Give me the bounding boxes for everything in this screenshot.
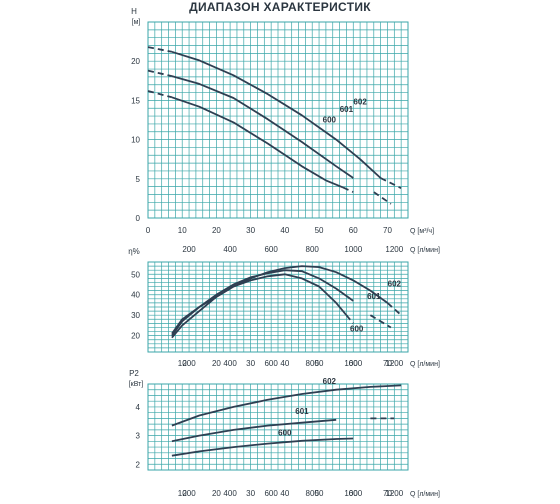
power-x-tick-label-lmin: 200 (182, 489, 196, 498)
efficiency-x-tick-label-m3h: 20 (212, 359, 221, 368)
head-curve-601-dashed-end (373, 191, 392, 205)
head-x-tick-label-lmin: 400 (223, 245, 237, 254)
head-x-axis-label-lmin: Q [л/мин] (410, 247, 440, 254)
head-x-tick-label-m3h: 60 (349, 226, 358, 235)
efficiency-plot-frame (147, 261, 409, 353)
head-curve-600 (171, 96, 344, 189)
efficiency-curve-602-dashed-end (386, 302, 402, 316)
head-series-label-600: 600 (323, 115, 337, 124)
head-x-tick-label-lmin: 1000 (344, 245, 362, 254)
efficiency-x-tick-label-lmin: 800 (306, 359, 320, 368)
head-x-tick-label-m3h: 70 (383, 226, 392, 235)
head-curve-602 (171, 50, 382, 179)
head-y-tick-label: 15 (131, 96, 140, 105)
head-x-tick-label-m3h: 20 (212, 226, 221, 235)
efficiency-y-tick-label: 30 (131, 311, 140, 320)
head-x-tick-label-lmin: 1200 (385, 245, 403, 254)
head-x-tick-label-m3h: 30 (246, 226, 255, 235)
power-x-tick-label-m3h: 50 (315, 489, 324, 498)
power-plot-frame (147, 383, 409, 471)
head-y-tick-label: 5 (136, 175, 141, 184)
head-x-tick-label-lmin: 200 (182, 245, 196, 254)
head-y-axis-unit: [м] (132, 19, 141, 26)
efficiency-series-label-602: 602 (388, 280, 402, 289)
power-x-tick-label-lmin: 1000 (344, 489, 362, 498)
head-x-tick-label-lmin: 800 (306, 245, 320, 254)
efficiency-x-tick-label-m3h: 30 (246, 359, 255, 368)
head-x-tick-label-m3h: 10 (178, 226, 187, 235)
power-series-label-601: 601 (295, 407, 309, 416)
power-x-tick-label-m3h: 30 (246, 489, 255, 498)
efficiency-x-tick-label-m3h: 70 (383, 359, 392, 368)
head-curve-600-dashed-start (147, 90, 173, 99)
power-y-axis-label: P2 (129, 369, 139, 378)
power-x-tick-label-lmin: 1200 (385, 489, 403, 498)
efficiency-x-tick-label-lmin: 1200 (385, 359, 403, 368)
power-x-tick-label-m3h: 10 (178, 489, 187, 498)
power-y-tick-label: 4 (136, 403, 141, 412)
efficiency-x-tick-label-lmin: 200 (182, 359, 196, 368)
head-series-label-601: 601 (340, 105, 354, 114)
efficiency-x-tick-label-m3h: 50 (315, 359, 324, 368)
power-x-tick-label-lmin: 400 (223, 489, 237, 498)
power-x-tick-label-lmin: 600 (264, 489, 278, 498)
head-curve-602-dashed-end (380, 177, 402, 190)
power-x-tick-label-m3h: 40 (280, 489, 289, 498)
head-curve-602-dashed-start (147, 46, 173, 53)
head-x-tick-label-m3h: 40 (280, 226, 289, 235)
power-x-tick-label-lmin: 800 (306, 489, 320, 498)
head-series-label-602: 602 (353, 97, 367, 106)
power-curve-600 (171, 437, 354, 457)
efficiency-curve-602 (171, 265, 389, 335)
power-curve-602 (171, 384, 402, 427)
power-y-axis-unit: [кВт] (129, 381, 144, 388)
head-curve-601 (171, 75, 354, 179)
power-x-tick-label-m3h: 60 (349, 489, 358, 498)
power-x-tick-label-m3h: 70 (383, 489, 392, 498)
efficiency-y-tick-label: 40 (131, 291, 140, 300)
head-y-tick-label: 0 (136, 214, 141, 223)
efficiency-x-tick-label-lmin: 400 (223, 359, 237, 368)
power-y-tick-label: 2 (136, 460, 141, 469)
efficiency-x-tick-label-lmin: 1000 (344, 359, 362, 368)
head-x-tick-label-m3h: 50 (315, 226, 324, 235)
efficiency-x-tick-label-m3h: 10 (178, 359, 187, 368)
efficiency-curve-601-dashed-end (369, 314, 392, 329)
head-y-axis-label: H (131, 7, 137, 16)
efficiency-series-label-601: 601 (367, 292, 381, 301)
chart-title: ДИАПАЗОН ХАРАКТЕРИСТИК (189, 0, 371, 14)
power-x-axis-label-lmin: Q [л/мин] (410, 491, 440, 498)
power-series-label-602: 602 (323, 377, 337, 386)
power-series-label-600: 600 (278, 429, 292, 438)
power-curve-601 (171, 418, 337, 443)
efficiency-x-tick-label-m3h: 40 (280, 359, 289, 368)
head-y-tick-label: 20 (131, 57, 140, 66)
head-x-tick-label-lmin: 600 (264, 245, 278, 254)
efficiency-x-axis-label-lmin: Q [л/мин] (410, 361, 440, 368)
head-x-tick-label-m3h: 0 (146, 226, 151, 235)
efficiency-x-tick-label-m3h: 60 (349, 359, 358, 368)
head-curve-600-dashed-end (342, 186, 354, 193)
efficiency-y-tick-label: 20 (131, 332, 140, 341)
head-curve-601-dashed-start (147, 69, 173, 77)
efficiency-x-tick-label-lmin: 600 (264, 359, 278, 368)
head-y-tick-label: 10 (131, 136, 140, 145)
efficiency-y-axis-label: η% (128, 247, 140, 256)
head-plot-frame (147, 21, 409, 219)
efficiency-curve-600 (171, 273, 348, 339)
efficiency-series-label-600: 600 (350, 325, 364, 334)
power-x-tick-label-m3h: 20 (212, 489, 221, 498)
power-y-tick-label: 3 (136, 432, 141, 441)
efficiency-y-tick-label: 50 (131, 270, 140, 279)
head-x-axis-label-m3h: Q [м³/ч] (410, 228, 434, 235)
efficiency-curve-600-dashed-end (345, 314, 354, 324)
